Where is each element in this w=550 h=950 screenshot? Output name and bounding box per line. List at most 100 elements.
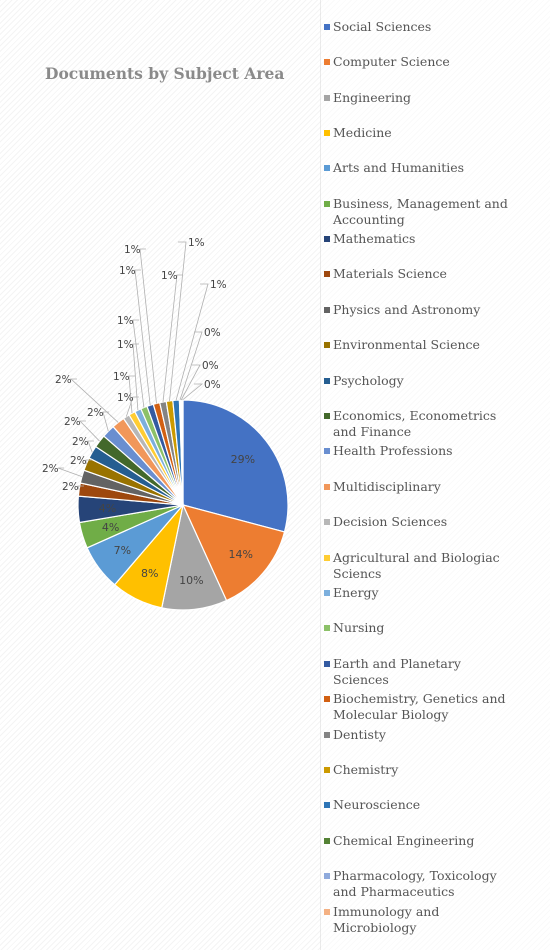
data-label-16: 1% [117, 339, 134, 351]
data-label-7: 2% [62, 481, 79, 493]
data-label-0: 29% [231, 453, 255, 466]
leader-line-13 [69, 378, 119, 423]
data-label-13: 2% [55, 374, 72, 386]
legend-item-25: Immunology and Microbiology [324, 904, 513, 936]
data-label-10: 2% [72, 436, 89, 448]
legend-swatch-17 [324, 625, 330, 631]
data-label-2: 10% [179, 574, 203, 587]
legend-swatch-0 [324, 24, 330, 30]
leader-line-21 [169, 241, 187, 401]
legend-swatch-7 [324, 271, 330, 277]
legend-label-1: Computer Science [333, 54, 450, 69]
data-label-1: 14% [228, 548, 252, 561]
legend-swatch-10 [324, 378, 330, 384]
legend-item-21: Chemistry [324, 762, 513, 778]
leader-line-8 [57, 467, 83, 477]
legend-item-3: Medicine [324, 125, 513, 141]
legend-label-24: Pharmacology, Toxicology and Pharmaceuti… [333, 868, 497, 899]
legend-swatch-16 [324, 590, 330, 596]
legend-label-12: Health Professions [333, 443, 453, 458]
data-label-15: 1% [113, 371, 130, 383]
chart-title: Documents by Subject Area [45, 64, 285, 83]
leader-line-23 [179, 331, 203, 401]
data-label-9: 2% [70, 455, 87, 467]
legend-item-15: Agricultural and Biologiac Sciencs [324, 550, 513, 582]
leader-line-17 [132, 319, 145, 408]
leader-line-18 [134, 269, 151, 406]
legend-label-25: Immunology and Microbiology [333, 904, 440, 935]
legend-label-22: Neuroscience [333, 797, 421, 812]
leader-line-9 [85, 459, 92, 465]
leader-line-20 [162, 274, 183, 402]
data-label-23: 0% [204, 327, 221, 339]
legend-label-9: Environmental Science [333, 337, 480, 352]
data-label-12: 2% [87, 407, 104, 419]
leader-line-10 [87, 440, 94, 453]
legend-swatch-23 [324, 838, 330, 844]
leader-line-24 [180, 364, 201, 401]
legend-label-14: Decision Sciences [333, 514, 448, 529]
legend-swatch-14 [324, 519, 330, 525]
legend-item-7: Materials Science [324, 266, 513, 282]
legend [320, 0, 550, 950]
legend-swatch-25 [324, 909, 330, 915]
legend-label-21: Chemistry [333, 762, 399, 777]
legend-item-13: Multidisciplinary [324, 479, 513, 495]
legend-swatch-8 [324, 307, 330, 313]
data-label-8: 2% [42, 463, 59, 475]
data-label-6: 4% [99, 502, 116, 515]
legend-label-5: Business, Management and Accounting [333, 196, 508, 227]
legend-item-12: Health Professions [324, 443, 513, 459]
data-label-17: 1% [117, 315, 134, 327]
leader-line-11 [79, 420, 100, 442]
legend-swatch-22 [324, 802, 330, 808]
legend-item-16: Energy [324, 585, 513, 601]
legend-item-22: Neuroscience [324, 797, 513, 813]
legend-swatch-18 [324, 661, 330, 667]
data-label-21: 1% [188, 237, 205, 249]
data-label-3: 8% [141, 567, 158, 580]
leader-line-12 [102, 411, 109, 432]
data-label-24: 0% [202, 360, 219, 372]
legend-item-10: Psychology [324, 373, 513, 389]
legend-swatch-13 [324, 484, 330, 490]
data-label-22: 1% [210, 279, 227, 291]
legend-swatch-21 [324, 767, 330, 773]
legend-label-8: Physics and Astronomy [333, 302, 481, 317]
legend-swatch-15 [324, 555, 330, 561]
data-label-18: 1% [119, 265, 136, 277]
data-label-14: 1% [117, 392, 134, 404]
leader-line-22 [175, 283, 209, 401]
data-label-5: 4% [102, 521, 119, 534]
legend-swatch-2 [324, 95, 330, 101]
data-label-20: 1% [161, 270, 178, 282]
legend-label-6: Mathematics [333, 231, 416, 246]
legend-label-19: Biochemistry, Genetics and Molecular Bio… [333, 691, 506, 722]
leader-line-25 [182, 383, 204, 401]
legend-label-7: Materials Science [333, 266, 447, 281]
data-label-19: 1% [124, 244, 141, 256]
legend-item-17: Nursing [324, 620, 513, 636]
legend-label-23: Chemical Engineering [333, 833, 475, 848]
legend-item-20: Dentisty [324, 727, 513, 743]
legend-item-14: Decision Sciences [324, 514, 513, 530]
legend-swatch-3 [324, 130, 330, 136]
leader-line-16 [132, 343, 139, 411]
data-label-25: 0% [204, 379, 221, 391]
legend-label-15: Agricultural and Biologiac Sciencs [333, 550, 500, 581]
pie-slice-0 [182, 399, 289, 533]
legend-label-13: Multidisciplinary [333, 479, 441, 494]
legend-item-4: Arts and Humanities [324, 160, 513, 176]
legend-swatch-6 [324, 236, 330, 242]
legend-label-0: Social Sciences [333, 19, 432, 34]
legend-swatch-24 [324, 873, 330, 879]
legend-swatch-19 [324, 696, 330, 702]
legend-label-11: Economics, Econometrics and Finance [333, 408, 497, 439]
legend-label-4: Arts and Humanities [333, 160, 465, 175]
legend-item-24: Pharmacology, Toxicology and Pharmaceuti… [324, 868, 513, 900]
legend-swatch-1 [324, 59, 330, 65]
legend-item-9: Environmental Science [324, 337, 513, 353]
data-label-11: 2% [64, 416, 81, 428]
legend-item-11: Economics, Econometrics and Finance [324, 408, 513, 440]
data-label-4: 7% [114, 544, 131, 557]
